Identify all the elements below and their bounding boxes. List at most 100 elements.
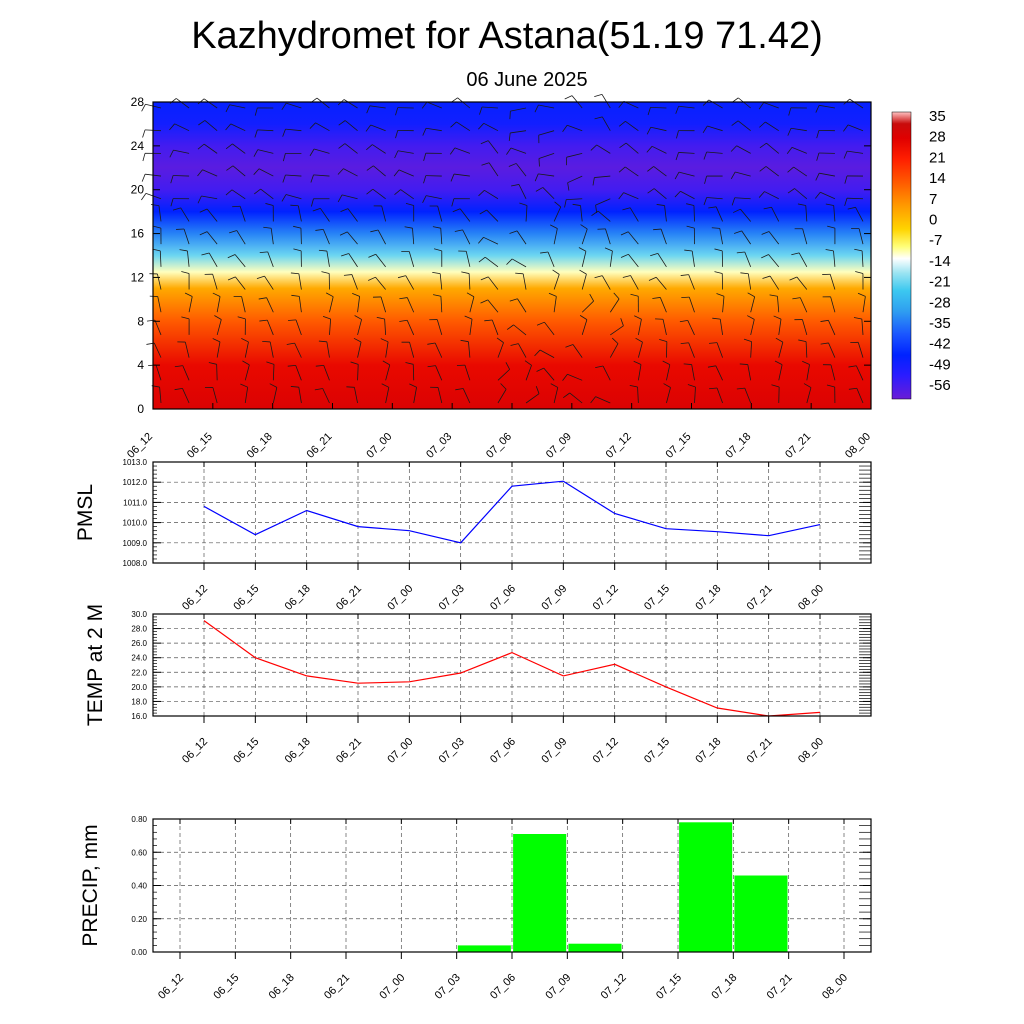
wind-barb <box>849 98 864 109</box>
wind-barb <box>405 275 415 290</box>
wind-barb-flag <box>847 206 856 210</box>
wind-barb <box>173 175 190 177</box>
heatmap-x-tick-label: 06_21 <box>305 431 335 461</box>
wind-barb <box>828 320 836 336</box>
wind-barb-flag <box>254 188 261 195</box>
wind-barb-flag <box>227 254 236 259</box>
wind-barb <box>610 325 624 336</box>
wind-barb-flag <box>338 120 346 126</box>
wind-barb-flag <box>535 187 544 192</box>
wind-barb <box>596 144 611 154</box>
wind-barb <box>155 364 162 381</box>
wind-barb-flag <box>405 362 414 365</box>
wind-barb <box>313 148 330 154</box>
y-tick-label: 1012.0 <box>123 478 148 487</box>
wind-barb <box>464 364 471 381</box>
wind-barb <box>439 273 443 290</box>
wind-barb-flag <box>622 275 631 278</box>
colorbar-label: 21 <box>929 149 946 166</box>
wind-barb-flag <box>370 229 379 233</box>
wind-barb <box>204 120 218 131</box>
wind-barb <box>400 189 414 200</box>
wind-barb-flag <box>653 228 662 231</box>
wind-barb-flag <box>554 201 561 208</box>
wind-barb <box>216 341 221 358</box>
wind-barb-flag <box>536 321 545 326</box>
x-tick-label: 07_18 <box>709 972 739 1002</box>
wind-barb <box>572 344 583 358</box>
heatmap-x-tick-label: 06_12 <box>125 431 155 461</box>
wind-barb-flag <box>197 169 203 177</box>
wind-barb-flag <box>798 339 807 343</box>
wind-barb <box>487 276 499 290</box>
wind-barb <box>326 341 330 358</box>
wind-barb <box>511 258 527 268</box>
x-tick-label: 07_21 <box>745 583 775 613</box>
wind-barb-flag <box>397 275 406 279</box>
wind-barb <box>286 102 302 109</box>
heatmap-x-tick-label: 08_00 <box>843 431 873 461</box>
heatmap-x-tick-label: 07_21 <box>783 431 813 461</box>
wind-barb <box>664 205 667 222</box>
wind-barb <box>750 296 756 313</box>
wind-barb-flag <box>339 231 348 236</box>
wind-barb <box>241 296 246 313</box>
wind-barb-flag <box>681 296 690 299</box>
wind-barb-flag <box>405 203 414 206</box>
wind-barb <box>487 299 499 313</box>
wind-barb-flag <box>646 146 653 153</box>
wind-barb-flag <box>763 206 772 210</box>
wind-barb-flag <box>843 150 848 159</box>
y-tick-label: 0.60 <box>131 848 147 857</box>
wind-barb <box>806 387 812 404</box>
wind-barb <box>517 298 527 313</box>
wind-barb-flag <box>711 227 720 229</box>
wind-barb-flag <box>648 276 657 281</box>
wind-barb <box>847 124 864 132</box>
wind-barb <box>802 228 808 245</box>
wind-barb-flag <box>229 230 237 234</box>
wind-barb-flag <box>594 93 603 97</box>
wind-barb-flag <box>739 363 748 365</box>
wind-barb-flag <box>315 228 324 231</box>
wind-barb <box>457 97 471 109</box>
wind-barb <box>542 187 555 200</box>
wind-barb <box>525 365 532 381</box>
wind-barb-flag <box>315 364 324 367</box>
wind-barb <box>833 205 836 222</box>
wind-barb-flag <box>650 252 658 257</box>
colorbar: 35 28 21 14 7 0 -7 -14 -21 -28 -35 -42 -49 -56 <box>891 108 951 400</box>
wind-barb-flag <box>395 130 399 139</box>
wind-barb-flag <box>256 275 265 280</box>
wind-barb <box>285 194 302 200</box>
wind-barb <box>799 297 808 313</box>
wind-barb <box>174 123 190 132</box>
wind-barb-flag <box>734 230 742 234</box>
wind-barb <box>765 166 780 177</box>
x-tick-label: 07_06 <box>488 972 518 1002</box>
wind-barb <box>347 208 358 222</box>
wind-barb <box>538 130 555 136</box>
wind-barb <box>650 106 667 109</box>
wind-barb-flag <box>241 337 249 343</box>
wind-barb-flag <box>343 274 352 276</box>
wind-barb <box>384 318 387 335</box>
wind-barb <box>298 273 302 290</box>
wind-barb-flag <box>511 184 520 187</box>
wind-barb <box>637 342 643 358</box>
wind-barb <box>322 388 330 404</box>
wind-barb <box>462 388 471 404</box>
wind-barb-flag <box>789 276 798 281</box>
wind-barb <box>719 228 723 245</box>
wind-barb-flag <box>536 367 544 372</box>
wind-barb <box>538 153 555 159</box>
wind-barb-flag <box>680 342 689 345</box>
colorbar-label: -28 <box>929 294 951 311</box>
wind-barb-flag <box>395 107 399 116</box>
precip-bar <box>457 945 511 952</box>
wind-barb-flag <box>709 342 718 344</box>
wind-barb <box>229 104 246 109</box>
wind-barb <box>653 188 667 200</box>
wind-barb <box>722 296 725 313</box>
